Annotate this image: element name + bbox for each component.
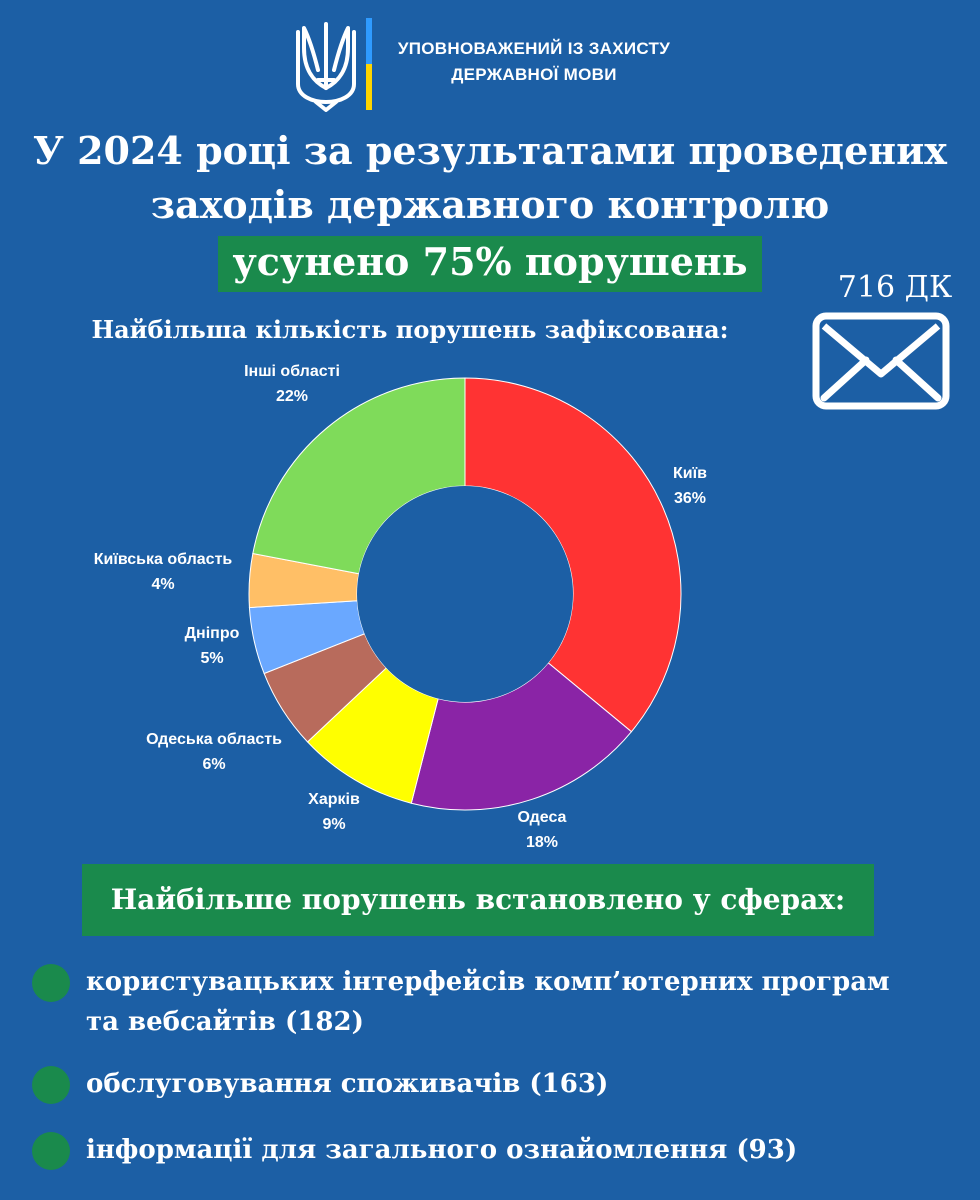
donut-slice bbox=[464, 377, 682, 733]
org-name: УПОВНОВАЖЕНИЙ ІЗ ЗАХИСТУ ДЕРЖАВНОЇ МОВИ bbox=[384, 36, 684, 88]
donut-hole bbox=[357, 486, 573, 702]
donut-slice bbox=[248, 552, 360, 609]
title-highlight-wrap: усунено 75% порушень bbox=[0, 236, 980, 292]
slice-value-label: 4% bbox=[151, 576, 174, 593]
dk-count: 716 ДК bbox=[837, 270, 953, 305]
bullet-icon bbox=[32, 964, 70, 1002]
slice-label: Інші області bbox=[244, 363, 340, 380]
slice-label: Одеська область bbox=[146, 731, 282, 748]
title-highlight: усунено 75% порушень bbox=[218, 236, 762, 292]
list-item-text: користувацьких інтерфейсів комп’ютерних … bbox=[86, 962, 956, 1042]
slice-value-label: 18% bbox=[526, 834, 558, 851]
org-name-line1: УПОВНОВАЖЕНИЙ ІЗ ЗАХИСТУ bbox=[397, 39, 671, 58]
slice-label: Київ bbox=[673, 465, 707, 482]
slice-value-label: 9% bbox=[322, 816, 345, 833]
title-line1: У 2024 році за результатами проведених bbox=[33, 128, 947, 173]
donut-slice bbox=[252, 377, 466, 575]
list-item-line2: та вебсайтів (182) bbox=[86, 1007, 364, 1037]
slice-value-label: 5% bbox=[200, 650, 223, 667]
list-item-text: інформації для загального ознайомлення (… bbox=[86, 1135, 798, 1165]
slice-label: Харків bbox=[308, 791, 360, 808]
slice-label: Одеса bbox=[518, 809, 567, 826]
header: УПОВНОВАЖЕНИЙ ІЗ ЗАХИСТУ ДЕРЖАВНОЇ МОВИ bbox=[0, 14, 980, 114]
donut-slice bbox=[306, 667, 439, 804]
slice-value-label: 36% bbox=[674, 490, 706, 507]
slice-value-label: 6% bbox=[202, 756, 225, 773]
slice-label: Дніпро bbox=[185, 625, 240, 642]
chart-title: Найбільша кількість порушень зафіксована… bbox=[91, 315, 729, 344]
list-item-text: обслуговування споживачів (163) bbox=[86, 1069, 609, 1099]
slice-label: Київська область bbox=[94, 551, 233, 568]
envelope-icon bbox=[812, 312, 950, 410]
bullet-icon bbox=[32, 1132, 70, 1170]
bullet-icon bbox=[32, 1066, 70, 1104]
trident-icon bbox=[296, 22, 356, 112]
page-title: У 2024 році за результатами проведених з… bbox=[0, 124, 980, 232]
donut-slice bbox=[263, 633, 387, 743]
spheres-heading: Найбільше порушень встановлено у сферах: bbox=[82, 864, 874, 936]
slice-value-label: 22% bbox=[276, 388, 308, 405]
donut-slice bbox=[248, 600, 366, 675]
flag-bar bbox=[366, 18, 372, 110]
donut-slice bbox=[410, 662, 633, 811]
title-line2: заходів державного контролю bbox=[150, 182, 830, 227]
org-name-line2: ДЕРЖАВНОЇ МОВИ bbox=[451, 65, 617, 84]
list-item-line1: користувацьких інтерфейсів комп’ютерних … bbox=[86, 967, 890, 997]
